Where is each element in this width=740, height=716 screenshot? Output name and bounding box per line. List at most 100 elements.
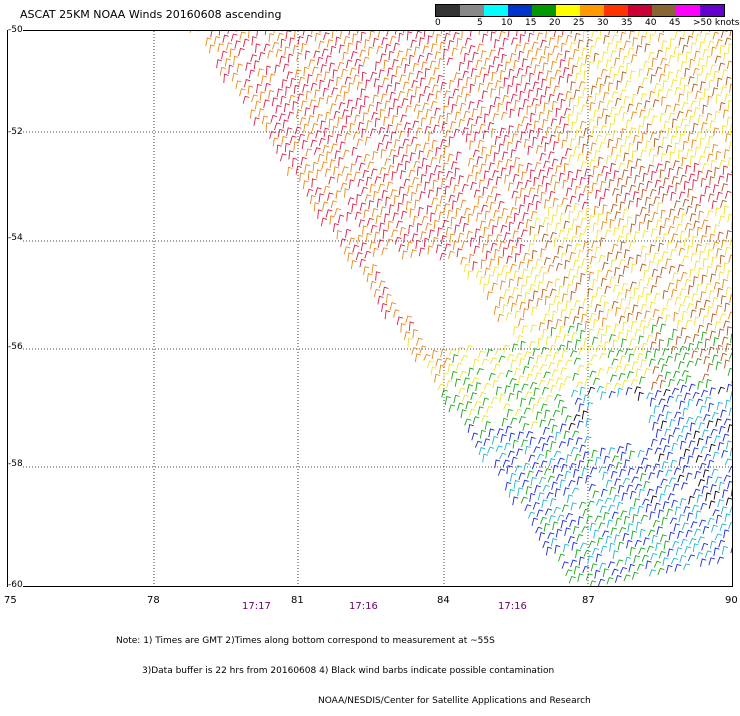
wind-barb	[598, 270, 603, 279]
wind-barb	[545, 355, 551, 362]
wind-barb	[694, 431, 700, 439]
wind-barb	[727, 174, 732, 183]
colorbar-label: 25	[573, 18, 584, 28]
wind-barb	[581, 274, 586, 283]
wind-barb	[651, 75, 656, 84]
wind-barb	[554, 352, 560, 360]
wind-barb	[554, 86, 560, 94]
wind-barb	[715, 56, 721, 63]
wind-barb	[660, 438, 666, 445]
wind-barb	[515, 368, 521, 375]
wind-barb	[608, 351, 614, 358]
wind-barb	[553, 410, 560, 416]
wind-barb	[596, 287, 602, 295]
wind-barb	[272, 98, 278, 106]
wind-barb	[462, 184, 468, 191]
wind-barb	[721, 87, 727, 95]
wind-barb	[610, 220, 615, 229]
wind-barb	[649, 359, 655, 366]
wind-barb	[669, 169, 674, 178]
wind-barb	[407, 145, 412, 154]
wind-barb	[404, 31, 409, 33]
wind-barb	[646, 448, 652, 455]
wind-barb	[362, 129, 367, 138]
wind-barb	[625, 557, 631, 565]
wind-barb	[403, 82, 409, 90]
wind-barb	[396, 66, 401, 74]
wind-barb	[409, 322, 414, 331]
wind-barb	[456, 208, 461, 217]
wind-barb	[402, 251, 407, 260]
wind-barb	[392, 230, 398, 237]
wind-barb	[580, 445, 586, 452]
wind-barb	[546, 337, 551, 346]
wind-barb	[461, 200, 467, 208]
wind-barb	[378, 240, 384, 248]
wind-barb	[319, 194, 324, 203]
wind-barb	[288, 167, 293, 176]
wind-barb	[724, 263, 729, 272]
wind-barb	[504, 233, 510, 241]
wind-barb	[533, 349, 539, 356]
wind-barb	[589, 329, 594, 337]
wind-barb	[483, 187, 488, 196]
wind-barb	[556, 109, 561, 118]
wind-barb	[624, 153, 629, 161]
wind-barb	[551, 442, 557, 450]
wind-barb	[363, 113, 368, 122]
wind-barb	[704, 357, 710, 365]
wind-barb	[601, 182, 606, 190]
wind-barb	[618, 275, 623, 283]
wind-barb	[330, 104, 336, 112]
wind-barb	[382, 248, 388, 255]
wind-barb	[525, 392, 532, 398]
wind-barb	[663, 558, 669, 566]
wind-barb	[677, 112, 683, 119]
wind-barb	[524, 408, 531, 414]
wind-barb	[579, 194, 585, 202]
wind-barb	[536, 471, 543, 477]
wind-barb	[397, 106, 402, 115]
wind-barb	[664, 390, 671, 397]
wind-barb	[395, 83, 400, 92]
wind-barb	[566, 35, 572, 43]
wind-barb	[563, 180, 568, 189]
wind-barb	[494, 364, 500, 371]
wind-barb	[723, 434, 729, 441]
wind-barb	[554, 507, 561, 513]
wind-barb	[638, 296, 643, 304]
wind-barb	[605, 498, 612, 504]
wind-barb	[706, 226, 711, 235]
wind-barb	[592, 337, 598, 345]
wind-barb	[663, 137, 668, 146]
wind-barb	[393, 155, 398, 164]
wind-barb	[473, 53, 479, 61]
wind-barb	[606, 270, 612, 277]
wind-barb	[667, 452, 673, 460]
wind-barb	[475, 76, 480, 85]
wind-barb	[566, 570, 573, 576]
wind-barb	[565, 471, 571, 479]
wind-barb	[290, 38, 295, 47]
wind-barb	[551, 385, 557, 393]
wind-barb	[534, 388, 540, 396]
wind-barb	[427, 150, 433, 158]
wind-barb	[571, 503, 577, 511]
wind-barb	[639, 489, 645, 497]
wind-barb	[660, 324, 666, 332]
wind-barb	[572, 66, 577, 74]
wind-barb	[548, 533, 555, 539]
lat-tick-label: -56	[8, 342, 23, 352]
wind-barb	[665, 372, 671, 380]
wind-barb	[636, 46, 641, 54]
wind-barb	[679, 94, 684, 103]
wind-barb	[498, 373, 505, 379]
wind-barb	[484, 383, 491, 389]
wind-barb	[521, 497, 528, 503]
wind-barb	[269, 91, 274, 99]
wind-barb	[553, 522, 559, 530]
wind-barb	[335, 95, 341, 103]
wind-barb	[651, 439, 657, 447]
wind-barb	[534, 178, 539, 187]
